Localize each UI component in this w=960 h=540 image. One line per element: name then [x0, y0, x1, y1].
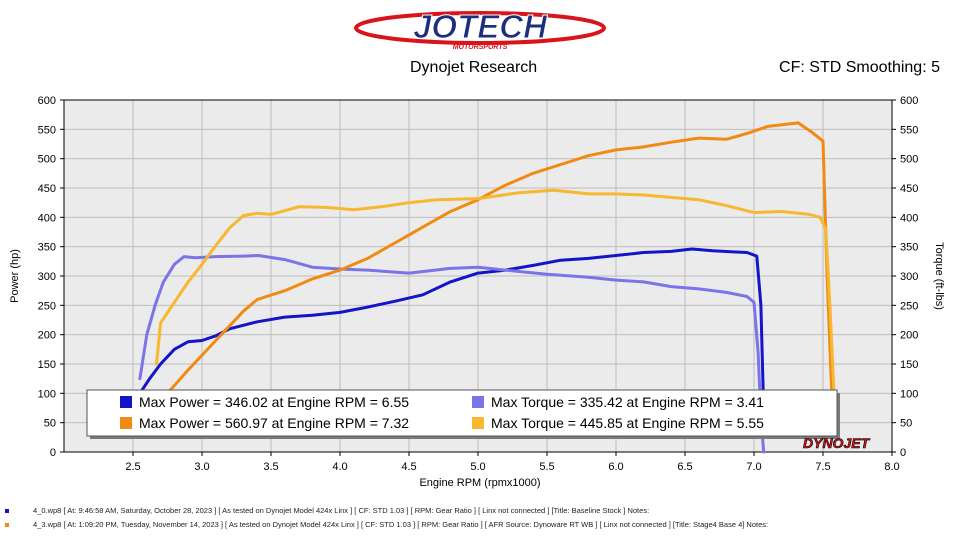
x-tick-label: 7.0	[746, 461, 761, 473]
legend: Max Power = 346.02 at Engine RPM = 6.55 M…	[86, 389, 840, 439]
x-axis-label: Engine RPM (rpmx1000)	[419, 477, 540, 489]
x-tick-label: 7.5	[815, 461, 830, 473]
y2-tick-label: 600	[900, 95, 918, 107]
y2-tick-label: 200	[900, 330, 918, 342]
series-line-run1_torque	[138, 254, 766, 454]
legend-swatch-run1_power	[120, 396, 132, 408]
y-tick-label: 600	[38, 95, 56, 107]
series-line-run2_power	[153, 121, 836, 425]
series-line-run1_power	[138, 247, 766, 413]
y-tick-label: 450	[38, 183, 56, 195]
dynojet-watermark: DYNOJET	[803, 435, 871, 451]
legend-swatch-run2_power	[120, 417, 132, 429]
series-lines	[138, 121, 839, 454]
series-line-run2_torque	[155, 188, 839, 419]
x-tick-label: 5.0	[470, 461, 485, 473]
y-tick-label: 350	[38, 242, 56, 254]
x-tick-label: 3.5	[263, 461, 278, 473]
footer-run2-text: 4_3.wp8 [ At: 1:09:20 PM, Tuesday, Novem…	[33, 520, 769, 529]
legend-label-run2_power: Max Power = 560.97 at Engine RPM = 7.32	[139, 415, 409, 431]
y2-tick-label: 500	[900, 154, 918, 166]
y-tick-label: 0	[50, 447, 56, 459]
x-tick-label: 4.0	[332, 461, 347, 473]
y2-tick-label: 250	[900, 300, 918, 312]
legend-swatch-run1_torque	[472, 396, 484, 408]
legend-label-run1_torque: Max Torque = 335.42 at Engine RPM = 3.41	[491, 394, 764, 410]
y-tick-label: 150	[38, 359, 56, 371]
y2-tick-label: 300	[900, 271, 918, 283]
legend-swatch-run2_torque	[472, 417, 484, 429]
run2-marker-icon	[5, 523, 9, 528]
y-tick-label: 300	[38, 271, 56, 283]
y-tick-label: 50	[44, 418, 56, 430]
legend-label-run1_power: Max Power = 346.02 at Engine RPM = 6.55	[139, 394, 409, 410]
x-tick-label: 3.0	[194, 461, 209, 473]
axes: 0 0 50 50 100 100 150 150 200 200 250 250 300 300 350 3…	[38, 95, 919, 473]
y2-tick-label: 0	[900, 447, 906, 459]
x-tick-label: 4.5	[401, 461, 416, 473]
cf-smoothing-info: CF: STD Smoothing: 5	[779, 59, 940, 76]
y2-tick-label: 450	[900, 183, 918, 195]
research-title: Dynojet Research	[410, 59, 538, 76]
footer-run2: 4_3.wp8 [ At: 1:09:20 PM, Tuesday, Novem…	[5, 520, 768, 529]
logo-text: JOTECH	[413, 8, 548, 45]
run1-marker-icon	[5, 509, 9, 514]
x-tick-label: 6.0	[608, 461, 623, 473]
logo-subtext: MOTORSPORTS	[453, 44, 508, 51]
jotech-logo: JOTECH MOTORSPORTS	[354, 8, 606, 51]
x-tick-label: 5.5	[539, 461, 554, 473]
y2-tick-label: 550	[900, 124, 918, 136]
y-axis-label: Power (hp)	[9, 249, 21, 303]
x-tick-label: 6.5	[677, 461, 692, 473]
legend-label-run2_torque: Max Torque = 445.85 at Engine RPM = 5.55	[491, 415, 764, 431]
footer-run1-text: 4_0.wp8 [ At: 9:46:58 AM, Saturday, Octo…	[33, 506, 650, 515]
y2-tick-label: 400	[900, 212, 918, 224]
y-tick-label: 250	[38, 300, 56, 312]
x-tick-label: 2.5	[125, 461, 140, 473]
x-tick-label: 8.0	[884, 461, 899, 473]
y-tick-label: 550	[38, 124, 56, 136]
y2-tick-label: 50	[900, 418, 912, 430]
plot-frame	[63, 99, 893, 453]
legend-box	[86, 389, 838, 437]
y2-tick-label: 350	[900, 242, 918, 254]
y-tick-label: 100	[38, 388, 56, 400]
y2-tick-label: 150	[900, 359, 918, 371]
y-tick-label: 200	[38, 330, 56, 342]
footer-run1: 4_0.wp8 [ At: 9:46:58 AM, Saturday, Octo…	[5, 506, 649, 515]
y-tick-label: 500	[38, 154, 56, 166]
y-tick-label: 400	[38, 212, 56, 224]
y2-tick-label: 100	[900, 388, 918, 400]
y2-axis-label: Torque (ft-lbs)	[933, 242, 945, 310]
